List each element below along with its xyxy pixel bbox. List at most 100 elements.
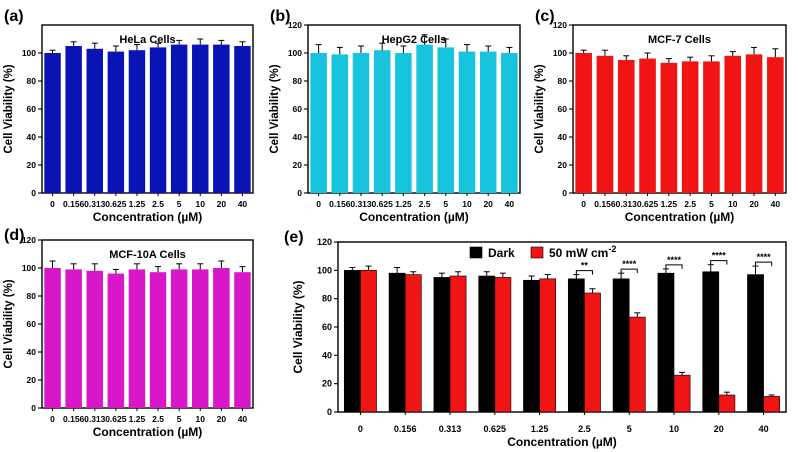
- x-tick-label: 10: [669, 424, 679, 434]
- x-tick-label: 0.156: [63, 199, 85, 209]
- bar: [373, 50, 391, 194]
- y-tick-label: 120: [22, 235, 36, 245]
- chart-title: HepG2 Cells: [382, 34, 447, 46]
- bar-dark: [388, 272, 406, 413]
- bar: [745, 54, 763, 194]
- panel-label: (e): [284, 229, 304, 246]
- bar-light: [449, 275, 467, 413]
- bar: [65, 46, 82, 193]
- x-tick-label: 40: [238, 199, 248, 209]
- significance-bracket: [710, 260, 728, 265]
- bar: [128, 269, 146, 408]
- chart-title: MCF-10A Cells: [109, 249, 186, 261]
- x-tick-label: 5: [177, 414, 182, 424]
- x-tick-label: 0: [358, 424, 363, 434]
- x-tick-label: 2.5: [152, 199, 164, 209]
- bar: [192, 44, 209, 193]
- legend-superscript: -2: [608, 244, 616, 254]
- legend-swatch: [469, 246, 483, 259]
- y-axis-label: Cell Viability (%): [269, 64, 281, 153]
- x-tick-label: 0.313: [439, 424, 462, 434]
- bar-dark: [612, 278, 630, 413]
- x-tick-label: 1.25: [129, 414, 146, 424]
- significance-label: ****: [757, 252, 772, 262]
- y-tick-label: 20: [27, 375, 37, 385]
- bar: [395, 53, 412, 193]
- bar-light: [673, 374, 691, 413]
- x-tick-label: 0.313: [616, 199, 638, 209]
- significance-label: ****: [712, 251, 727, 261]
- bar: [86, 270, 103, 408]
- y-tick-label: 20: [293, 160, 303, 170]
- y-tick-label: 0: [31, 188, 36, 198]
- x-tick-label: 10: [196, 414, 206, 424]
- significance-label: ****: [622, 259, 637, 269]
- significance-label: ****: [667, 255, 682, 265]
- x-tick-label: 0.313: [350, 199, 372, 209]
- bar: [703, 61, 720, 194]
- bar: [170, 269, 188, 408]
- y-axis-label: Cell Viability (%): [3, 64, 15, 153]
- bar-dark: [478, 275, 496, 413]
- panel-b: (b) 0 20 40 60 80 100 120 Cell Viability (%) 0 0.1…: [269, 8, 521, 224]
- x-tick-label: 5: [627, 424, 632, 434]
- x-tick-label: 20: [217, 414, 227, 424]
- x-tick-label: 5: [177, 199, 182, 209]
- bar: [458, 51, 476, 193]
- bar: [128, 50, 146, 194]
- bar: [437, 47, 455, 194]
- y-tick-label: 40: [27, 347, 37, 357]
- x-tick-label: 1.25: [129, 199, 146, 209]
- bar: [149, 47, 167, 194]
- x-tick-label: 10: [196, 199, 206, 209]
- bar-light: [718, 394, 736, 413]
- x-tick-label: 5: [709, 199, 714, 209]
- x-tick-label: 40: [238, 414, 248, 424]
- bar-dark: [433, 277, 451, 413]
- bar-dark: [702, 271, 720, 413]
- bar: [416, 44, 433, 193]
- y-tick-label: 100: [288, 48, 302, 58]
- y-tick-label: 80: [27, 291, 37, 301]
- panel-label: (b): [270, 8, 290, 25]
- bar: [213, 268, 230, 408]
- chart-title: MCF-7 Cells: [648, 34, 711, 46]
- y-axis-label: Cell Viability (%): [291, 280, 305, 373]
- bar: [44, 268, 61, 408]
- significance-bracket: [755, 261, 773, 267]
- legend: Dark 50 mW cm-2: [469, 244, 616, 260]
- bar: [213, 44, 230, 193]
- x-tick-label: 0.625: [105, 414, 127, 424]
- bar-light: [584, 292, 601, 413]
- y-tick-label: 40: [293, 132, 303, 142]
- bar: [234, 46, 251, 193]
- x-tick-label: 1.25: [661, 199, 678, 209]
- y-tick-label: 100: [22, 48, 36, 58]
- y-tick-label: 0: [562, 188, 567, 198]
- bar: [310, 53, 327, 193]
- x-tick-label: 0: [50, 414, 55, 424]
- y-tick-label: 60: [322, 322, 332, 332]
- panel-label: (c): [535, 8, 555, 25]
- x-tick-label: 0.313: [84, 199, 106, 209]
- bar: [331, 54, 349, 194]
- bar: [107, 273, 125, 408]
- x-tick-label: 2.5: [578, 424, 591, 434]
- bar: [617, 60, 635, 193]
- legend-label: Dark: [488, 246, 515, 260]
- x-axis-label: Concentration (µM): [93, 425, 203, 439]
- x-tick-label: 2.5: [419, 199, 431, 209]
- panel-label: (a): [4, 8, 24, 25]
- y-tick-label: 60: [558, 104, 568, 114]
- bar-light: [628, 316, 646, 413]
- bar-dark: [657, 272, 675, 413]
- x-tick-label: 2.5: [152, 414, 164, 424]
- y-tick-label: 20: [558, 160, 568, 170]
- y-tick-label: 120: [317, 237, 332, 247]
- y-tick-label: 80: [293, 76, 303, 86]
- significance-bracket: [575, 270, 593, 275]
- y-axis-label: Cell Viability (%): [3, 279, 15, 368]
- x-tick-label: 0.156: [63, 414, 85, 424]
